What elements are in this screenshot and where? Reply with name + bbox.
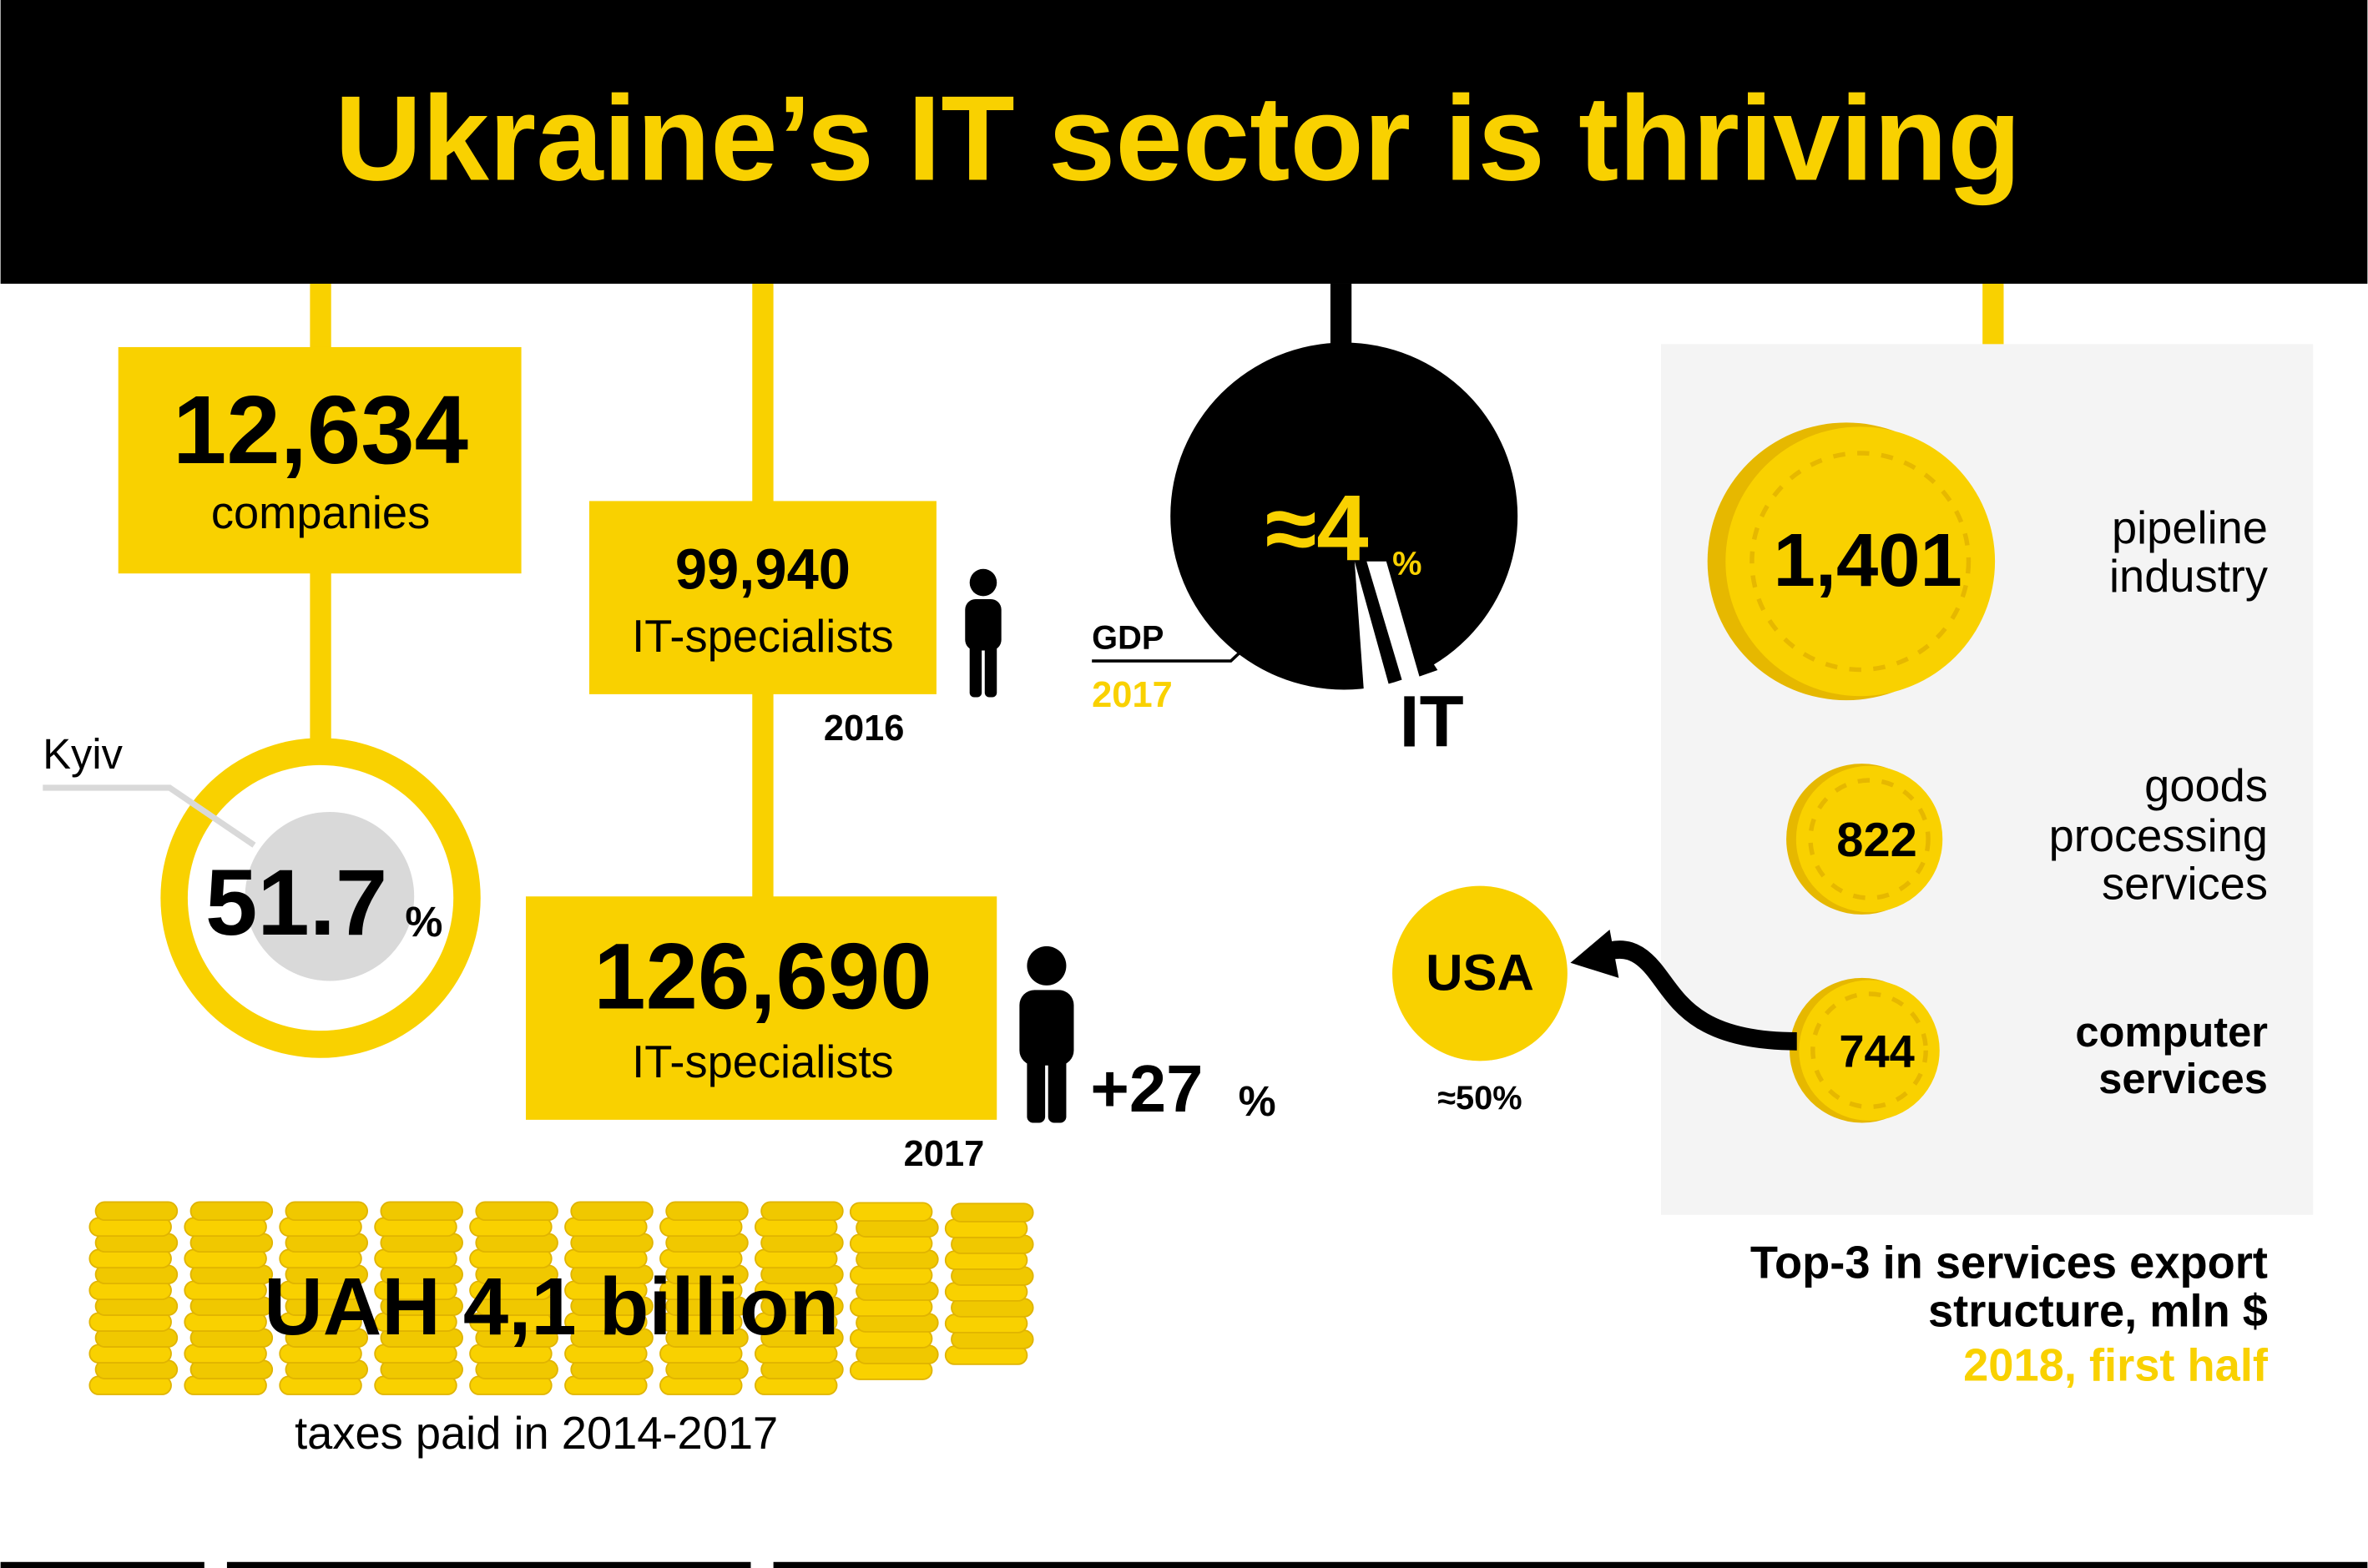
companies-value: 12,634 — [173, 376, 468, 484]
stack-coin — [285, 1201, 369, 1222]
specialists-2016-value: 99,940 — [675, 537, 851, 601]
coin-face — [1725, 426, 1996, 697]
usa-label: USA — [1426, 944, 1534, 1001]
coin-label: services — [2102, 860, 2268, 910]
coin-value: 744 — [1839, 1026, 1915, 1076]
coin-value: 1,401 — [1774, 518, 1962, 602]
header-bar — [0, 0, 2368, 284]
person-icon — [965, 568, 1002, 698]
companies-box — [118, 346, 522, 574]
exports-caption: Top-3 in services export — [1750, 1238, 2268, 1288]
specialists-2016-label: IT-specialists — [632, 612, 894, 662]
gdp-unit: % — [1392, 546, 1421, 582]
gdp-pie — [1170, 342, 1518, 690]
person-icon — [1019, 945, 1074, 1123]
specialists-2017-box — [526, 896, 997, 1120]
it-label: IT — [1400, 682, 1464, 763]
title: Ukraine’s IT sector is thriving — [335, 70, 2021, 205]
specialists-2017-label: IT-specialists — [632, 1037, 894, 1087]
stack-coin — [665, 1201, 749, 1222]
usa-share: ≈50% — [1437, 1080, 1522, 1117]
coin-ring — [1749, 451, 1972, 673]
gdp-gap — [1366, 561, 1421, 688]
kyiv-unit: % — [405, 898, 442, 945]
gdp-share: ≈4 — [1265, 476, 1369, 581]
companies-label: companies — [211, 488, 430, 538]
growth-value: +27 — [1090, 1051, 1203, 1126]
coin-label: goods — [2144, 761, 2268, 811]
stack-coin — [189, 1201, 274, 1222]
coin-ring — [1810, 991, 1928, 1110]
coin-ring — [1808, 778, 1931, 900]
stack-coin — [570, 1201, 654, 1222]
export-arrowhead — [1570, 930, 1619, 978]
stack-coin — [849, 1202, 933, 1222]
stack-coin — [380, 1201, 463, 1222]
coin-face — [1799, 980, 1940, 1121]
gdp-label: GDP — [1092, 619, 1164, 656]
kyiv-value: 51.7 — [205, 850, 387, 955]
exports-caption: structure, mln $ — [1928, 1287, 2268, 1337]
kyiv-label: Kyiv — [43, 730, 123, 778]
coin-label: pipeline — [2112, 503, 2268, 553]
specialists-2017-year: 2017 — [904, 1134, 985, 1174]
coin-value: 822 — [1836, 814, 1917, 867]
usa-circle — [1392, 885, 1568, 1061]
footer-rules — [0, 1561, 2368, 1568]
coin-stacks — [88, 1201, 1034, 1395]
taxes-label: taxes paid in 2014-2017 — [295, 1409, 778, 1459]
coin-label: industry — [2109, 552, 2269, 602]
exports-period: 2018, first half — [1963, 1341, 2269, 1391]
kyiv-pointer — [43, 784, 256, 848]
coin-label: services — [2098, 1055, 2268, 1102]
coin-label: processing — [2049, 811, 2268, 861]
taxes-value: UAH 4,1 billion — [264, 1261, 839, 1352]
specialists-2017-value: 126,690 — [593, 925, 932, 1029]
specialists-2016-year: 2016 — [824, 708, 905, 749]
stack-coin — [951, 1202, 1034, 1223]
stack-coin — [475, 1201, 558, 1222]
kyiv-segment — [245, 811, 415, 981]
stack-coin — [94, 1201, 179, 1222]
export-coins: 1,401 pipelineindustry822goodsprocessings… — [1707, 422, 2269, 1123]
gdp-gap — [1354, 561, 1393, 709]
coin-face — [1795, 765, 1943, 913]
gdp-pointer — [1092, 638, 1255, 663]
coin-label: computer — [2075, 1008, 2268, 1056]
stack-coin — [760, 1201, 844, 1222]
specialists-2016-box — [588, 501, 937, 694]
gdp-year: 2017 — [1092, 675, 1173, 715]
export-arrow — [1597, 940, 1797, 1051]
growth-unit: % — [1239, 1077, 1276, 1125]
